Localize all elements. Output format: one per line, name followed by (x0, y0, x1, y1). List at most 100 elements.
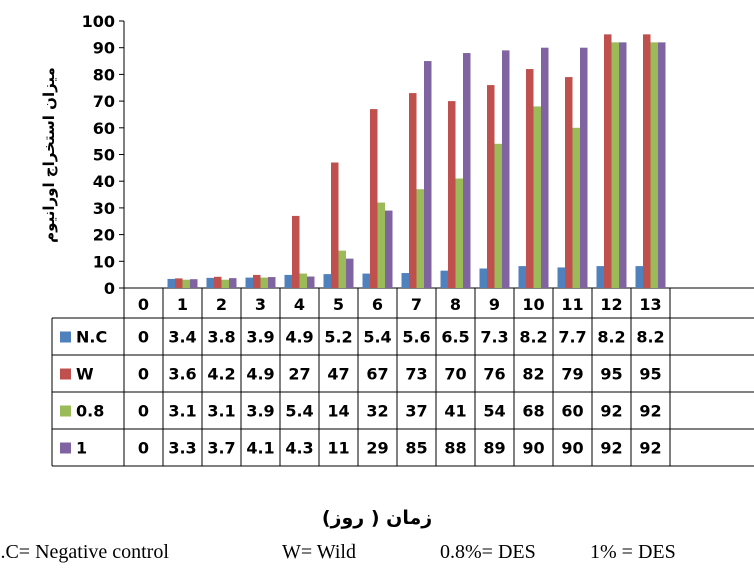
bar-N.C-11 (557, 267, 565, 288)
bar-W-3 (253, 274, 261, 288)
table-cell-0.8-11: 60 (561, 402, 583, 421)
y-tick-label: 20 (93, 226, 115, 245)
y-tick-label: 40 (93, 172, 115, 191)
bar-0.8-6 (377, 202, 385, 288)
bar-1-1 (190, 279, 198, 288)
footnote-nc: N.C= Negative control (0, 541, 169, 563)
table-cell-W-11: 79 (561, 365, 583, 384)
bar-1-11 (580, 47, 588, 289)
table-cell-W-1: 3.6 (168, 365, 196, 384)
table-cell-1-10: 90 (522, 439, 544, 458)
table-cell-W-5: 47 (327, 365, 349, 384)
table-cell-0.8-6: 32 (366, 402, 388, 421)
table-cell-1-7: 85 (405, 439, 427, 458)
x-axis-title: زمان ( روز) (321, 507, 433, 529)
bar-N.C-3 (245, 277, 253, 288)
bar-N.C-4 (284, 274, 292, 288)
x-tick-label: 10 (522, 295, 544, 314)
x-tick-label: 4 (294, 295, 305, 314)
table-cell-N.C-1: 3.4 (168, 328, 196, 347)
bar-1-4 (307, 276, 315, 288)
bar-N.C-9 (479, 268, 487, 288)
table-cell-N.C-5: 5.2 (324, 328, 352, 347)
bar-N.C-8 (440, 270, 448, 288)
bar-1-10 (541, 47, 549, 289)
bar-W-5 (331, 162, 339, 288)
table-cell-0.8-3: 3.9 (246, 402, 274, 421)
table-cell-N.C-6: 5.4 (363, 328, 391, 347)
table-cell-0.8-5: 14 (327, 402, 349, 421)
bar-0.8-3 (260, 277, 268, 288)
x-tick-label: 1 (177, 295, 188, 314)
legend-swatch-1 (60, 442, 71, 454)
table-cell-W-7: 73 (405, 365, 427, 384)
table-cell-1-4: 4.3 (285, 439, 313, 458)
bar-W-10 (526, 69, 534, 288)
table-cell-1-12: 92 (600, 439, 622, 458)
bar-1-8 (463, 53, 471, 288)
table-cell-0.8-12: 92 (600, 402, 622, 421)
y-tick-label: 10 (93, 252, 115, 271)
bar-N.C-5 (323, 274, 331, 288)
bar-0.8-12 (611, 42, 619, 288)
y-tick-label: 80 (93, 65, 115, 84)
footnote-1: 1% = DES (590, 541, 676, 563)
table-cell-N.C-7: 5.6 (402, 328, 430, 347)
table-cell-W-4: 27 (288, 365, 310, 384)
bar-0.8-4 (299, 273, 307, 288)
bar-W-4 (292, 215, 300, 288)
table-cell-N.C-11: 7.7 (558, 328, 586, 347)
table-cell-1-8: 88 (444, 439, 466, 458)
bar-0.8-13 (650, 42, 658, 288)
table-cell-N.C-12: 8.2 (597, 328, 625, 347)
bar-0.8-11 (572, 127, 580, 288)
bar-W-8 (448, 101, 456, 288)
table-cell-N.C-0: 0 (138, 328, 149, 347)
table-cell-0.8-2: 3.1 (207, 402, 235, 421)
legend-label-N.C: N.C (76, 328, 107, 347)
table-cell-0.8-0: 0 (138, 402, 149, 421)
table-cell-0.8-7: 37 (405, 402, 427, 421)
x-tick-label: 3 (255, 295, 266, 314)
table-cell-N.C-13: 8.2 (636, 328, 664, 347)
table-cell-W-9: 76 (483, 365, 505, 384)
bar-0.8-2 (221, 279, 229, 288)
table-cell-1-2: 3.7 (207, 439, 235, 458)
table-cell-W-13: 95 (639, 365, 661, 384)
x-tick-label: 5 (333, 295, 344, 314)
bar-0.8-5 (338, 250, 346, 288)
x-tick-label: 12 (600, 295, 622, 314)
legend-label-1: 1 (76, 439, 87, 458)
bar-0.8-8 (455, 178, 463, 288)
table-cell-W-8: 70 (444, 365, 466, 384)
bar-N.C-10 (518, 266, 526, 288)
table-cell-N.C-9: 7.3 (480, 328, 508, 347)
bar-N.C-6 (362, 273, 370, 288)
table-cell-W-6: 67 (366, 365, 388, 384)
y-tick-label: 60 (93, 119, 115, 138)
bar-W-12 (604, 34, 612, 288)
legend-label-0.8: 0.8 (76, 402, 104, 421)
table-cell-1-0: 0 (138, 439, 149, 458)
table-cell-W-0: 0 (138, 365, 149, 384)
y-tick-label: 100 (82, 12, 115, 31)
table-cell-N.C-4: 4.9 (285, 328, 313, 347)
bar-1-13 (658, 42, 666, 288)
table-cell-0.8-13: 92 (639, 402, 661, 421)
table-cell-N.C-8: 6.5 (441, 328, 469, 347)
legend-swatch-N.C (60, 331, 71, 343)
footnote-0-8: 0.8%= DES (440, 541, 536, 563)
y-tick-label: 90 (93, 39, 115, 58)
x-tick-label: 11 (561, 295, 583, 314)
table-cell-N.C-3: 3.9 (246, 328, 274, 347)
x-tick-label: 7 (411, 295, 422, 314)
bar-W-9 (487, 85, 495, 288)
bar-W-13 (643, 34, 651, 288)
y-axis-label: میزان استخراج اورانیوم (40, 67, 58, 243)
x-tick-label: 13 (639, 295, 661, 314)
x-tick-label: 6 (372, 295, 383, 314)
bar-1-7 (424, 61, 432, 288)
bar-1-6 (385, 210, 393, 288)
legend-swatch-0.8 (60, 405, 71, 417)
y-tick-label: 30 (93, 199, 115, 218)
